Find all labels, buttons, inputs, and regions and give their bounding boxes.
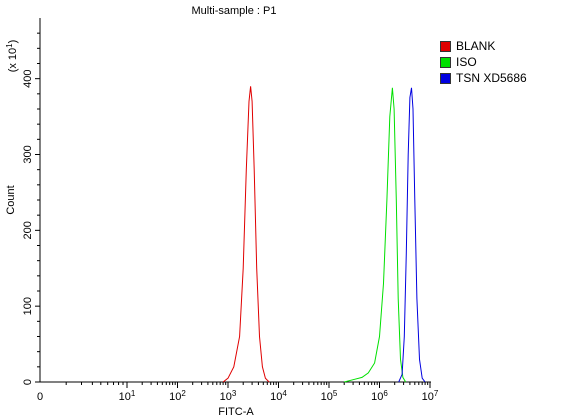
legend-swatch [440,56,451,68]
y-tick-label: 0 [22,379,34,385]
series-layer [222,86,426,383]
x-axis-ticks: 0 101 102 103 104 105 106 107 [37,382,439,403]
y-tick-label: 300 [22,145,34,163]
legend-item: BLANK [440,38,527,54]
y-tick-label: 100 [22,297,34,315]
x-tick-label: 107 [422,389,439,403]
plot-frame [39,18,431,383]
y-axis-ticks: 0 100 200 300 400 [22,32,40,385]
y-multiplier-suffix: ) [7,40,19,44]
x-tick-label: 102 [169,389,186,403]
legend-item: ISO [440,54,527,70]
svg-text:(x 101): (x 101) [5,40,19,73]
y-multiplier-prefix: (x 10 [7,48,19,72]
y-multiplier-label: (x 101) [5,40,19,73]
x-tick-label: 105 [321,389,338,403]
legend-item: TSN XD5686 [440,70,527,86]
series-line-2 [398,87,426,383]
legend: BLANK ISO TSN XD5686 [440,38,527,86]
series-line-1 [344,87,407,383]
legend-label: TSN XD5686 [456,71,527,85]
y-multiplier-exponent: 1 [5,43,14,48]
x-tick-label: 106 [371,389,388,403]
x-tick-label: 104 [270,389,287,403]
x-tick-label: 101 [119,389,136,403]
y-axis-label: Count [5,185,17,214]
x-axis-label: FITC-A [218,406,254,418]
x-tick-label-zero: 0 [37,391,43,403]
legend-swatch [440,40,451,52]
chart-title: Multi-sample : P1 [192,5,277,17]
legend-label: ISO [456,55,477,69]
x-tick-label: 103 [220,389,237,403]
series-line-0 [222,86,270,383]
legend-swatch [440,72,451,84]
y-tick-label: 400 [22,69,34,87]
y-tick-label: 200 [22,221,34,239]
legend-label: BLANK [456,39,496,53]
